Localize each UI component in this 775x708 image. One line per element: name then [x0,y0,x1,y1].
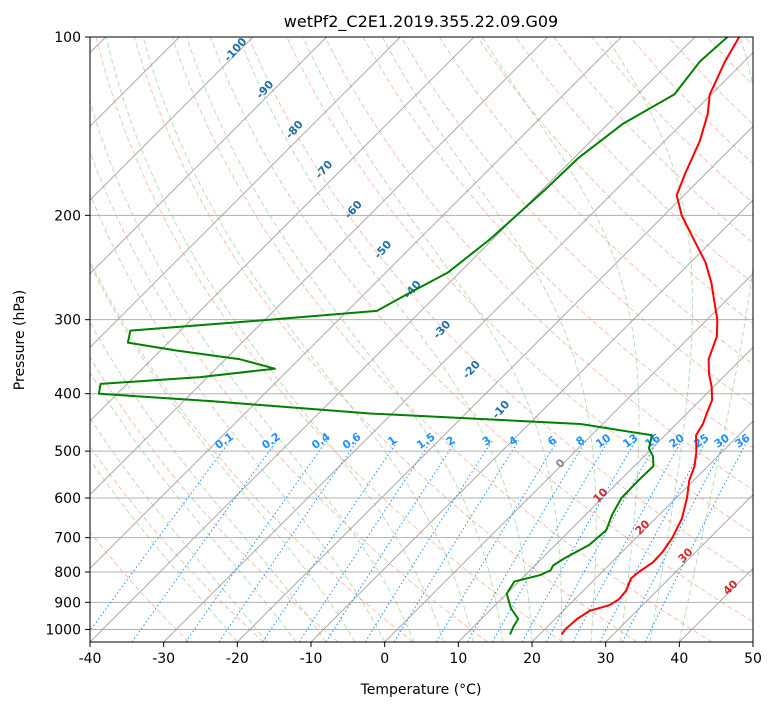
isotherm-line [458,346,753,642]
dry-adiabat-line [400,37,753,407]
isotherm-line [90,37,549,496]
x-tick-label: 10 [449,651,467,667]
isotherm-line [90,37,401,348]
moist-adiabat-line [90,100,415,642]
x-tick-label: -10 [300,651,323,667]
mixing-ratio-line [572,440,683,642]
mixing-ratio-line [325,440,457,642]
moist-adiabat-line [238,37,533,642]
mixing-ratio-lines [90,440,748,642]
dry-adiabat-line [477,37,753,325]
x-tick-label: -30 [152,651,175,667]
isotherm-line [163,52,753,642]
moist-adiabat-line [90,417,268,642]
pressure-gridlines [90,37,753,630]
isotherm-line [90,37,328,275]
moist-adiabat-line [481,37,640,642]
dry-adiabat-line [90,531,190,642]
dry-adiabat-line [210,37,753,623]
dry-adiabat-line [286,37,753,534]
mixing-ratio-line [90,440,231,632]
y-tick-label: 200 [54,208,81,224]
dry-adiabat-line [362,37,753,449]
y-tick-label: 600 [54,491,81,507]
x-axis-label: Temperature (°C) [360,682,482,698]
moist-adiabat-line [302,37,563,642]
x-tick-label: 20 [523,651,541,667]
moist-adiabat-line [90,371,297,642]
mixing-ratio-line [644,440,748,642]
dry-adiabat-line [324,37,753,491]
isotherm-line [90,37,254,201]
x-tick-label: 0 [380,651,389,667]
chart-title: wetPf2_C2E1.2019.355.22.09.G09 [284,12,558,32]
mixing-ratio-line [262,440,399,642]
isotherm-line [90,37,696,642]
moist-adiabat-line [605,37,693,642]
mixing-ratio-line [521,440,637,642]
moist-adiabat-line [186,37,503,642]
dry-adiabat-line [95,37,563,642]
dry-adiabat-line [248,37,753,578]
isotherm-line [605,494,753,642]
mixing-ratio-line [298,440,432,642]
isotherm-line [237,125,753,642]
y-tick-label: 900 [54,595,81,611]
x-tick-label: -40 [79,651,102,667]
y-tick-label: 400 [54,387,81,403]
mixing-ratio-line [467,440,587,642]
isotherm-line [90,37,622,569]
y-tick-label: 800 [54,565,81,581]
temperature-profile-line [560,37,741,636]
y-axis-label: Pressure (hPa) [12,290,28,390]
dry-adiabat-line [90,150,488,642]
moist-adiabat-line [90,262,356,642]
moist-adiabat-line [90,459,238,642]
isotherm-line [384,273,753,642]
y-tick-label: 700 [54,531,81,547]
y-tick-label: 1000 [45,622,81,638]
mixing-ratio-line [185,440,328,642]
moist-adiabat-line [142,37,474,642]
mixing-ratio-line [393,440,520,642]
profile-series [97,37,741,636]
isotherm-line [310,199,753,642]
mixing-ratio-line [435,440,558,642]
plot-frame [89,36,754,643]
x-tick-label: 40 [670,651,688,667]
y-axis-ticks: 100 200 300 400 500 600 700 800 900 1000 [45,30,90,638]
x-tick-label: 50 [744,651,762,667]
plot-area: 0.1 0.2 0.4 0.6 1 1.5 2 3 4 6 8 10 13 16 20 25 30 36 -100… [90,37,753,642]
mixing-ratio-line [131,440,278,642]
x-tick-label: 30 [597,651,615,667]
mixing-ratio-line [491,440,609,642]
dry-adiabat-line [90,259,414,642]
moist-adiabat-line [105,37,445,642]
x-axis-ticks: -40 -30 -20 -10 0 10 20 30 40 50 [79,642,762,667]
isotherm-line [90,37,180,127]
isotherm-line [531,420,753,642]
x-tick-label: -20 [226,651,249,667]
dry-adiabat-line [515,37,753,284]
moist-adiabat-line [678,37,753,642]
mixing-ratio-line [364,440,493,642]
y-tick-label: 300 [54,313,81,329]
dry-adiabat-line [171,37,712,642]
moist-adiabat-line [381,37,597,642]
dry-adiabat-line [90,356,339,642]
y-tick-label: 100 [54,30,81,46]
moist-adiabat-line [90,321,327,642]
dewpoint-profile-line [97,37,729,635]
y-tick-label: 500 [54,444,81,460]
